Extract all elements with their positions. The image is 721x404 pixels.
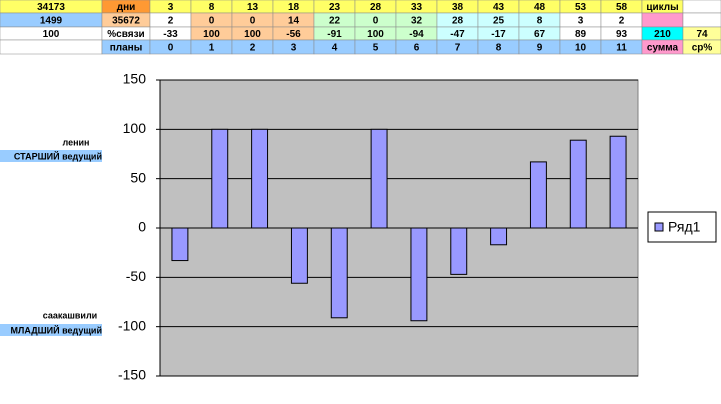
cell: 3 [578,16,584,27]
cell: 4 [332,43,338,54]
cell: сумма [647,43,679,54]
cell: 100 [367,29,384,40]
cell: 53 [575,2,587,13]
y-tick-label: 150 [123,71,147,87]
cell: 9 [537,43,543,54]
cell: 8 [537,16,543,27]
cell: 3 [168,2,174,13]
cell: 6 [414,43,420,54]
cell: 1499 [40,16,63,27]
cell: 100 [43,29,60,40]
cell-bg [0,39,103,55]
cell: 100 [203,29,220,40]
y-tick-label: 50 [130,169,146,185]
cell-bg [682,0,721,14]
cell: -56 [286,29,301,40]
bar [609,135,627,229]
side-labels: ленин СТАРШИЙ ведущий саакашвили МЛАДШИЙ… [0,137,102,336]
cell: 10 [575,43,587,54]
cell: 18 [288,2,300,13]
y-tick-label: -150 [118,367,146,383]
side-label: СТАРШИЙ ведущий [14,150,102,161]
cell: 210 [654,29,671,40]
cell: -91 [327,29,342,40]
cell: 100 [244,29,261,40]
cell: 35672 [112,16,140,27]
cell: 43 [493,2,505,13]
cell: 2 [168,16,174,27]
bar [490,227,508,246]
cell: 48 [534,2,546,13]
bar [171,227,189,262]
bar [410,227,428,322]
cell: -47 [450,29,465,40]
cell-bg [682,12,721,28]
cell: 74 [696,29,708,40]
label-fill [0,150,102,162]
cell: 38 [452,2,464,13]
y-tick-label: 100 [123,120,147,136]
bar [370,128,388,229]
bar [211,128,229,229]
bar [251,128,269,229]
cell: 33 [411,2,423,13]
cell: 0 [250,16,256,27]
cell: 67 [534,29,546,40]
cell: 28 [370,2,382,13]
cell: 5 [373,43,379,54]
cell: %связи [107,29,144,40]
cell: 2 [250,43,256,54]
cell: 22 [329,16,341,27]
cell: 58 [616,2,628,13]
bar [529,161,547,229]
y-tick-label: -50 [126,268,146,284]
cell: ср% [692,43,713,54]
side-label: ленин [62,137,89,147]
side-label: саакашвили [43,310,97,320]
cell: 23 [329,2,341,13]
cell: -17 [491,29,506,40]
cell: дни [117,2,136,13]
cell: планы [110,43,143,54]
cell-bg [641,12,684,28]
cell: 32 [411,16,423,27]
y-tick-label: -100 [118,317,146,333]
bar [330,227,348,319]
cell: 13 [247,2,259,13]
cell: 14 [288,16,300,27]
cell: 93 [616,29,628,40]
cell: 8 [209,2,215,13]
bar [290,227,308,284]
label-fill [0,324,102,336]
legend-label: Ряд1 [668,219,701,235]
cell: 0 [209,16,215,27]
cell: 1 [209,43,215,54]
cell-bg [682,39,721,55]
cell: 89 [575,29,587,40]
cell: -33 [163,29,178,40]
cell: 7 [455,43,461,54]
cell: 0 [168,43,174,54]
cell: 11 [616,43,627,54]
cell: 0 [373,16,379,27]
legend-swatch [654,222,664,232]
cell: -94 [409,29,424,40]
cell: циклы [646,2,678,13]
cell: 2 [619,16,625,27]
cell: 8 [496,43,502,54]
cell: 25 [493,16,505,27]
bar [450,227,468,275]
cell: 34173 [37,2,65,13]
bar [569,139,587,229]
cell: 28 [452,16,464,27]
side-label: МЛАДШИЙ ведущий [11,324,102,335]
y-tick-label: 0 [138,219,146,235]
cell: 3 [291,43,297,54]
